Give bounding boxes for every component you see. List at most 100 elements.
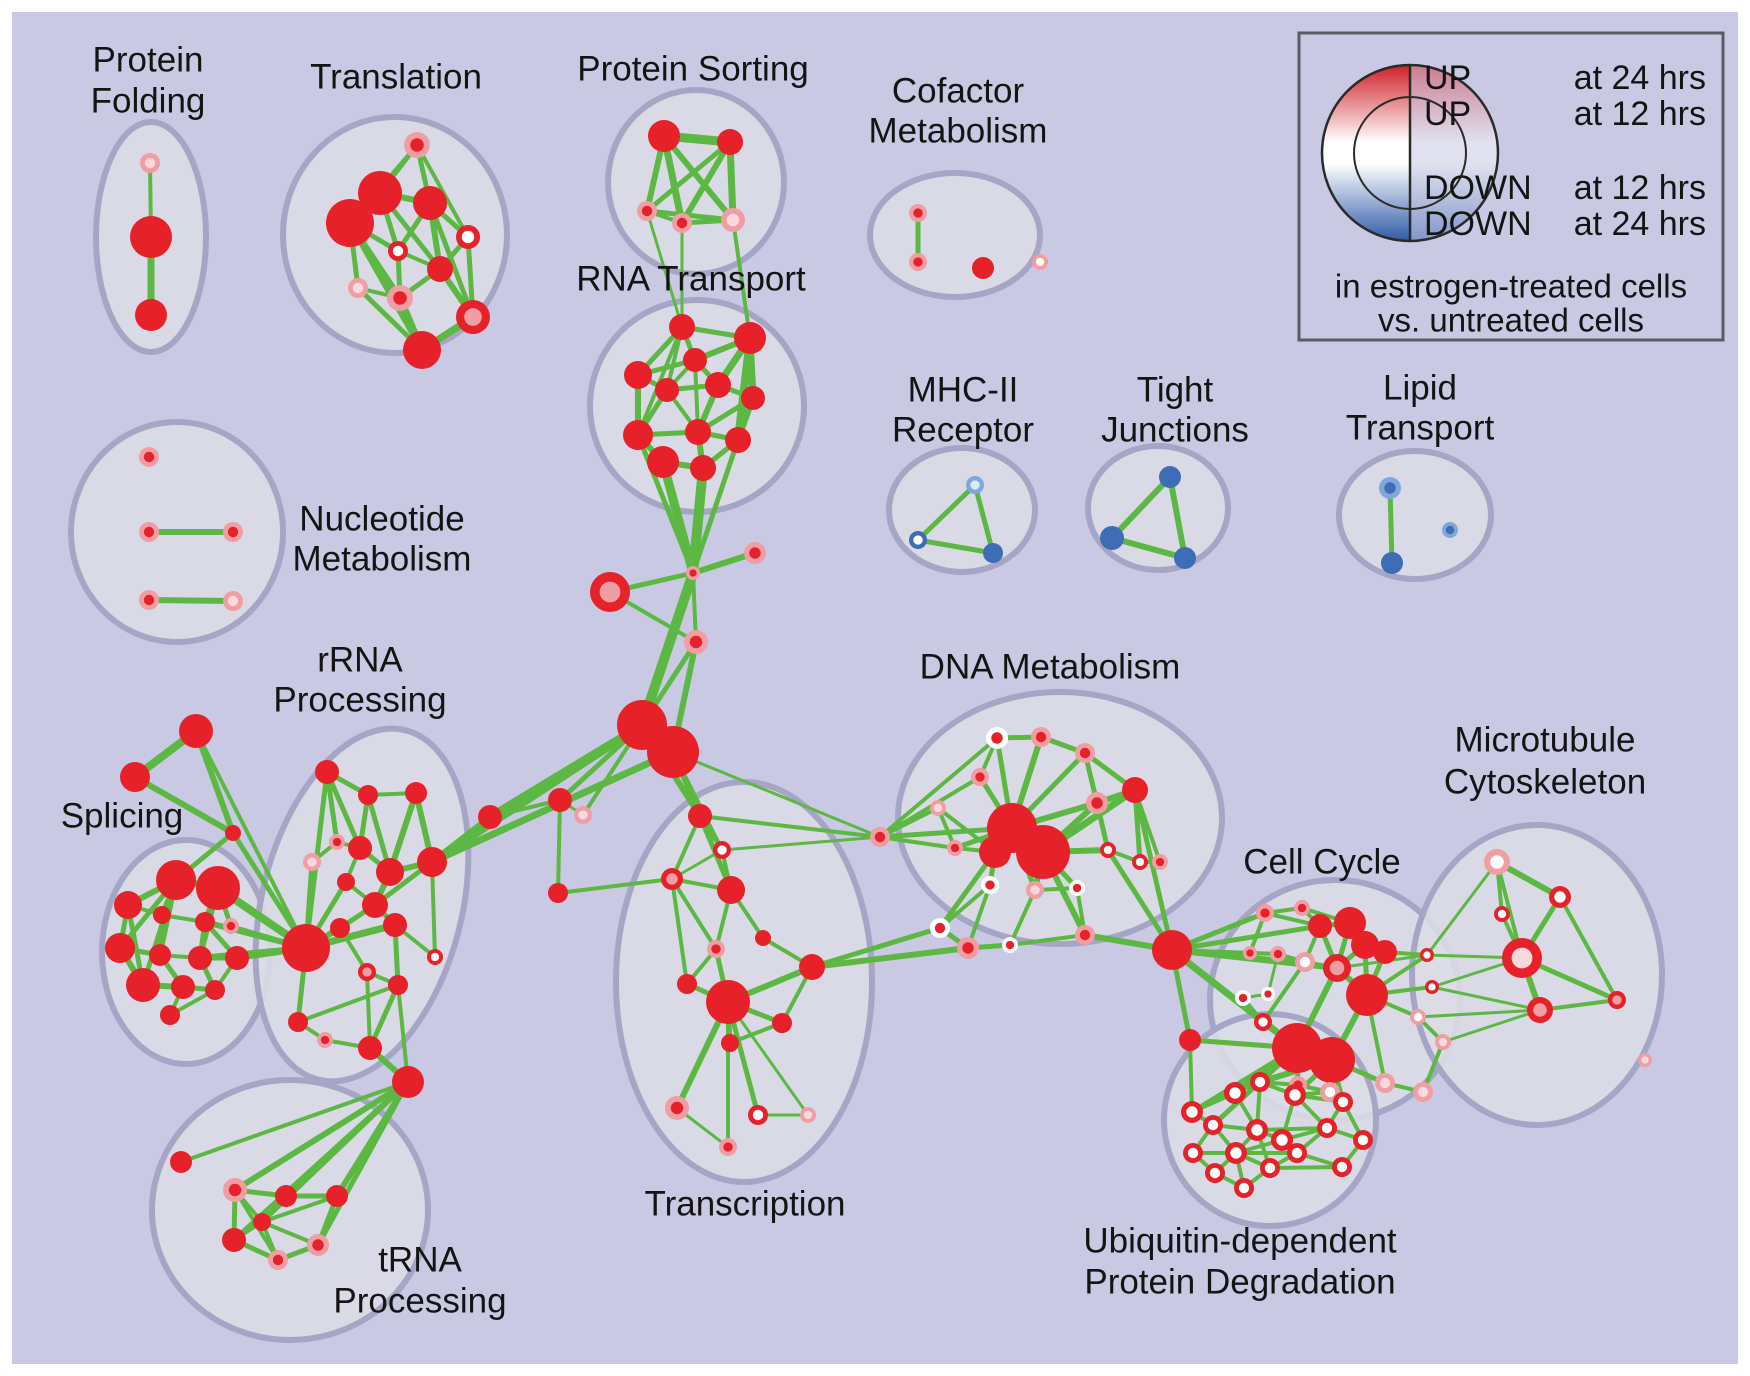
- node[interactable]: [188, 946, 212, 970]
- node[interactable]: [741, 386, 765, 410]
- node[interactable]: [222, 1228, 246, 1252]
- node[interactable]: [417, 847, 447, 877]
- node[interactable]: [655, 378, 679, 402]
- node[interactable]: [686, 566, 700, 580]
- node[interactable]: [1638, 1053, 1652, 1067]
- node[interactable]: [130, 216, 172, 258]
- node[interactable]: [223, 522, 243, 542]
- node[interactable]: [348, 836, 372, 860]
- node[interactable]: [205, 980, 225, 1000]
- node[interactable]: [105, 933, 135, 963]
- node[interactable]: [1317, 1118, 1337, 1138]
- node[interactable]: [1334, 907, 1366, 939]
- node[interactable]: [1152, 854, 1168, 870]
- node[interactable]: [329, 834, 345, 850]
- node[interactable]: [930, 918, 950, 938]
- node[interactable]: [403, 331, 441, 369]
- node[interactable]: [392, 1066, 424, 1098]
- node[interactable]: [672, 213, 692, 233]
- node[interactable]: [139, 522, 159, 542]
- node[interactable]: [1549, 886, 1571, 908]
- node[interactable]: [1203, 1115, 1223, 1135]
- node[interactable]: [358, 171, 402, 215]
- node[interactable]: [1234, 1178, 1254, 1198]
- node[interactable]: [721, 1034, 739, 1052]
- node[interactable]: [1381, 552, 1403, 574]
- node[interactable]: [1332, 1157, 1352, 1177]
- node[interactable]: [799, 954, 825, 980]
- node[interactable]: [1069, 880, 1085, 896]
- node[interactable]: [548, 788, 572, 812]
- node[interactable]: [748, 1105, 768, 1125]
- node[interactable]: [713, 841, 731, 859]
- node[interactable]: [223, 918, 239, 934]
- node[interactable]: [1484, 849, 1510, 875]
- node[interactable]: [388, 241, 408, 261]
- node[interactable]: [225, 825, 241, 841]
- node[interactable]: [358, 785, 378, 805]
- node[interactable]: [665, 1096, 689, 1120]
- node[interactable]: [376, 858, 404, 886]
- node[interactable]: [966, 476, 984, 494]
- node[interactable]: [1159, 466, 1181, 488]
- node[interactable]: [1527, 997, 1553, 1023]
- node[interactable]: [1132, 854, 1148, 870]
- node[interactable]: [170, 1151, 192, 1173]
- node[interactable]: [1075, 925, 1095, 945]
- node[interactable]: [930, 800, 946, 816]
- node[interactable]: [388, 975, 408, 995]
- node[interactable]: [315, 760, 339, 784]
- node[interactable]: [160, 1005, 180, 1025]
- node[interactable]: [705, 372, 731, 398]
- node[interactable]: [1100, 842, 1116, 858]
- node[interactable]: [171, 975, 195, 999]
- node[interactable]: [326, 1185, 348, 1207]
- node[interactable]: [1379, 477, 1401, 499]
- node[interactable]: [1295, 952, 1315, 972]
- node[interactable]: [288, 1012, 308, 1032]
- node[interactable]: [478, 805, 502, 829]
- node[interactable]: [1250, 1072, 1270, 1092]
- node[interactable]: [947, 840, 963, 856]
- node[interactable]: [1494, 906, 1510, 922]
- node[interactable]: [114, 891, 142, 919]
- node[interactable]: [149, 944, 171, 966]
- node[interactable]: [1351, 931, 1379, 959]
- node[interactable]: [330, 918, 350, 938]
- node[interactable]: [1224, 1082, 1246, 1104]
- node[interactable]: [120, 762, 150, 792]
- node[interactable]: [983, 543, 1003, 563]
- node[interactable]: [456, 225, 480, 249]
- node[interactable]: [139, 447, 159, 467]
- node[interactable]: [1183, 1143, 1203, 1163]
- node[interactable]: [275, 1185, 297, 1207]
- node[interactable]: [972, 257, 994, 279]
- node[interactable]: [1031, 727, 1051, 747]
- node[interactable]: [1032, 254, 1048, 270]
- node[interactable]: [1287, 1143, 1307, 1163]
- node[interactable]: [1425, 980, 1439, 994]
- node[interactable]: [1260, 1158, 1280, 1178]
- node[interactable]: [253, 1213, 271, 1231]
- node[interactable]: [140, 153, 160, 173]
- node[interactable]: [719, 1138, 737, 1156]
- node[interactable]: [574, 806, 592, 824]
- node[interactable]: [1086, 792, 1108, 814]
- node[interactable]: [1205, 1163, 1225, 1183]
- node[interactable]: [1502, 938, 1542, 978]
- node[interactable]: [383, 913, 407, 937]
- node[interactable]: [800, 1107, 816, 1123]
- node[interactable]: [337, 873, 355, 891]
- node[interactable]: [268, 1250, 288, 1270]
- node[interactable]: [179, 714, 213, 748]
- node[interactable]: [126, 968, 160, 1002]
- node[interactable]: [223, 591, 243, 611]
- node[interactable]: [717, 129, 743, 155]
- node[interactable]: [387, 285, 413, 311]
- node[interactable]: [1420, 948, 1434, 962]
- node[interactable]: [1353, 1130, 1373, 1150]
- node[interactable]: [1026, 881, 1044, 899]
- node[interactable]: [358, 963, 376, 981]
- node[interactable]: [647, 446, 679, 478]
- node[interactable]: [427, 949, 443, 965]
